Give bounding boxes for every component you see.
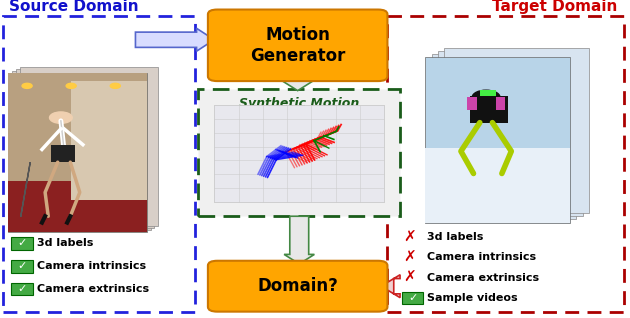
- Text: ✓: ✓: [18, 238, 26, 248]
- Text: Camera extrinsics: Camera extrinsics: [427, 273, 539, 283]
- Text: ✓: ✓: [18, 261, 26, 271]
- Bar: [8, 181, 147, 232]
- FancyBboxPatch shape: [402, 292, 423, 304]
- Bar: [387, 16, 624, 312]
- Text: Camera extrinsics: Camera extrinsics: [37, 284, 149, 294]
- FancyBboxPatch shape: [11, 260, 33, 273]
- Bar: [480, 90, 496, 96]
- Bar: [425, 148, 570, 223]
- Bar: [16, 69, 154, 228]
- Text: ✗: ✗: [403, 270, 416, 285]
- Text: Sample videos: Sample videos: [427, 293, 518, 303]
- Bar: [8, 73, 147, 181]
- FancyArrow shape: [284, 216, 314, 264]
- Text: ✓: ✓: [408, 293, 417, 303]
- Text: Target Domain: Target Domain: [492, 0, 617, 14]
- Bar: [425, 57, 570, 223]
- Text: Camera intrinsics: Camera intrinsics: [37, 261, 146, 271]
- Text: Domain?: Domain?: [257, 277, 338, 295]
- Bar: [471, 96, 508, 123]
- Text: Source Domain: Source Domain: [9, 0, 139, 14]
- Text: ✗: ✗: [403, 250, 416, 265]
- FancyBboxPatch shape: [11, 237, 33, 250]
- Text: 3d labels: 3d labels: [37, 238, 93, 248]
- Bar: [467, 97, 477, 110]
- Bar: [71, 81, 147, 200]
- Text: Motion
Generator: Motion Generator: [250, 26, 345, 65]
- Bar: [496, 97, 505, 110]
- Text: ✗: ✗: [403, 229, 416, 245]
- FancyBboxPatch shape: [208, 10, 387, 81]
- FancyBboxPatch shape: [11, 283, 33, 295]
- Bar: [438, 51, 583, 216]
- Circle shape: [472, 90, 500, 104]
- Bar: [214, 105, 384, 202]
- FancyArrow shape: [135, 28, 214, 51]
- FancyArrow shape: [381, 275, 400, 298]
- Text: ✓: ✓: [18, 284, 26, 294]
- Bar: [8, 73, 147, 232]
- Bar: [12, 71, 151, 230]
- Circle shape: [22, 83, 32, 88]
- Bar: [52, 145, 76, 162]
- Text: Camera intrinsics: Camera intrinsics: [427, 252, 536, 262]
- Bar: [432, 54, 576, 219]
- Bar: [20, 67, 158, 226]
- Bar: [444, 48, 589, 213]
- FancyArrow shape: [282, 76, 313, 91]
- FancyBboxPatch shape: [208, 261, 387, 312]
- Circle shape: [110, 83, 120, 88]
- Circle shape: [50, 112, 72, 123]
- Text: 3d labels: 3d labels: [427, 232, 483, 242]
- Bar: [198, 89, 400, 216]
- Circle shape: [66, 83, 76, 88]
- Text: Synthetic Motion: Synthetic Motion: [239, 97, 359, 110]
- Bar: [3, 16, 195, 312]
